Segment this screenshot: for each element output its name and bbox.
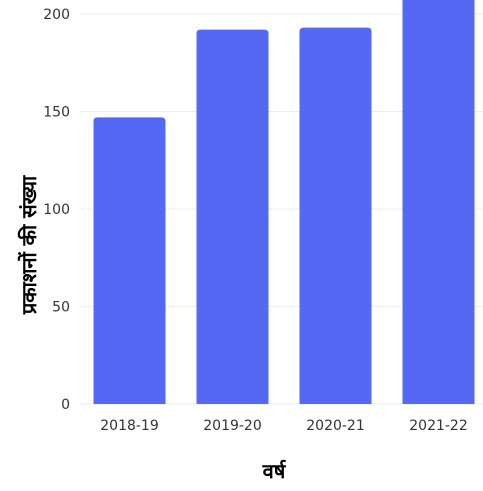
x-tick-label: 2020-21	[306, 418, 365, 434]
y-axis-title: प्रकाशनों की संख्या	[17, 175, 41, 315]
y-tick-label: 100	[43, 202, 70, 218]
x-tick-label: 2019-20	[203, 418, 262, 434]
x-axis-title: वर्ष	[262, 459, 287, 483]
y-tick-label: 200	[43, 7, 70, 23]
x-tick-label: 2021-22	[409, 418, 468, 434]
x-axis-ticks: 2018-19 2019-20 2020-21 2021-22	[100, 418, 468, 434]
x-tick-label: 2018-19	[100, 418, 159, 434]
bar-2021-22	[402, 0, 475, 404]
bar-2018-19	[93, 117, 166, 404]
y-tick-label: 150	[43, 105, 70, 121]
bars	[93, 0, 475, 405]
bar-2019-20	[196, 29, 269, 404]
y-tick-label: 0	[61, 397, 70, 413]
bar-2020-21	[299, 27, 372, 405]
y-tick-label: 50	[52, 300, 70, 316]
y-axis-ticks: 0 50 100 150 200	[43, 7, 70, 413]
